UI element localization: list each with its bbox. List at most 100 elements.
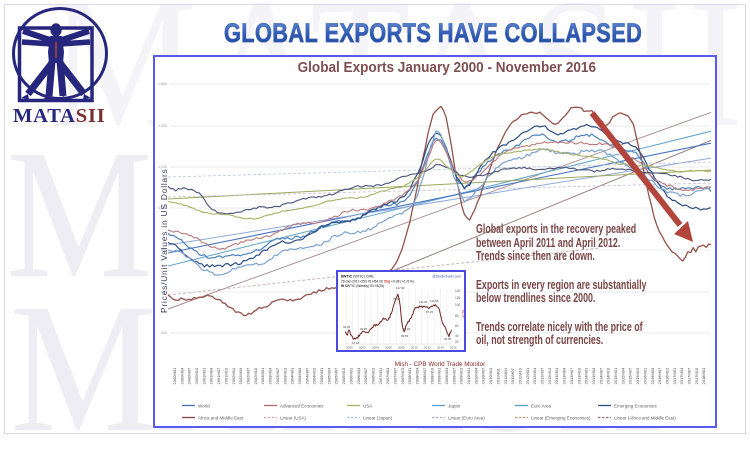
svg-text:60: 60 [455, 324, 459, 328]
svg-text:33.55: 33.55 [401, 334, 408, 338]
svg-text:2000M01: 2000M01 [172, 367, 177, 384]
svg-text:2012M07: 2012M07 [540, 367, 545, 384]
svg-text:2014M04: 2014M04 [591, 367, 596, 384]
svg-text:2000M10: 2000M10 [194, 367, 199, 384]
svg-text:2006: 2006 [385, 346, 392, 350]
svg-text:2004M10: 2004M10 [312, 367, 317, 384]
svg-text:2004M07: 2004M07 [304, 367, 309, 384]
svg-text:1,000: 1,000 [158, 206, 167, 210]
svg-text:2011M10: 2011M10 [518, 367, 523, 384]
svg-text:2010M01: 2010M01 [466, 367, 471, 384]
svg-text:100: 100 [455, 303, 461, 307]
svg-text:2015M07: 2015M07 [628, 367, 633, 384]
svg-text:2005M01: 2005M01 [319, 367, 324, 384]
svg-text:2006M04: 2006M04 [356, 367, 361, 384]
svg-text:2006M01: 2006M01 [348, 367, 353, 384]
svg-text:Emerging Economies: Emerging Economies [614, 403, 658, 408]
svg-text:2013M01: 2013M01 [554, 367, 559, 384]
svg-text:2000M04: 2000M04 [179, 367, 184, 384]
svg-text:110.55: 110.55 [430, 299, 439, 303]
svg-text:2010M07: 2010M07 [481, 367, 486, 384]
svg-text:2004: 2004 [372, 346, 379, 350]
svg-text:Linear (Euro Area): Linear (Euro Area) [448, 415, 485, 420]
svg-text:2003M01: 2003M01 [260, 367, 265, 384]
svg-text:W $WTIC (Weekly) 53.78(26): W $WTIC (Weekly) 53.78(26) [341, 284, 384, 288]
svg-text:2005M10: 2005M10 [341, 367, 346, 384]
svg-text:120: 120 [455, 296, 461, 300]
svg-text:Japan: Japan [448, 403, 461, 408]
svg-text:2005M04: 2005M04 [326, 367, 331, 384]
svg-text:2017M10: 2017M10 [694, 367, 699, 384]
svg-text:2017M04: 2017M04 [679, 367, 684, 384]
svg-text:Africa and Middle East: Africa and Middle East [198, 415, 244, 420]
svg-text:2015M01: 2015M01 [613, 367, 618, 384]
svg-text:2008M04: 2008M04 [415, 367, 420, 384]
svg-text:2009M07: 2009M07 [451, 367, 456, 384]
svg-text:2001M01: 2001M01 [201, 367, 206, 384]
svg-text:2003M04: 2003M04 [268, 367, 273, 384]
svg-text:2008: 2008 [398, 346, 405, 350]
svg-text:2012M01: 2012M01 [525, 367, 530, 384]
svg-text:2016: 2016 [450, 346, 457, 350]
svg-text:2010M10: 2010M10 [488, 367, 493, 384]
svg-text:2016M07: 2016M07 [657, 367, 662, 384]
svg-text:2008M01: 2008M01 [407, 367, 412, 384]
svg-text:Linear (USA): Linear (USA) [280, 415, 307, 420]
svg-text:2015M10: 2015M10 [635, 367, 640, 384]
svg-text:@StockCharts.com: @StockCharts.com [433, 275, 462, 279]
svg-text:2003M10: 2003M10 [282, 367, 287, 384]
svg-text:2009M10: 2009M10 [459, 367, 464, 384]
svg-text:2003M07: 2003M07 [275, 367, 280, 384]
svg-text:2013M07: 2013M07 [569, 367, 574, 384]
svg-text:2016M10: 2016M10 [665, 367, 670, 384]
svg-text:114.83: 114.83 [419, 300, 428, 304]
svg-text:40: 40 [455, 334, 459, 338]
svg-text:2013M10: 2013M10 [576, 367, 581, 384]
svg-text:2002M01: 2002M01 [231, 367, 236, 384]
svg-text:2014: 2014 [437, 346, 444, 350]
svg-text:147.90: 147.90 [396, 286, 405, 290]
svg-text:53.78: 53.78 [461, 310, 465, 318]
svg-text:Prices/Unit Values in US Dolla: Prices/Unit Values in US Dollars [159, 168, 169, 313]
svg-text:39.95: 39.95 [360, 327, 367, 331]
svg-text:2007M04: 2007M04 [385, 367, 390, 384]
svg-text:2004M01: 2004M01 [290, 367, 295, 384]
svg-text:1,600: 1,600 [158, 82, 167, 86]
svg-text:2014M07: 2014M07 [598, 367, 603, 384]
svg-text:2011M07: 2011M07 [510, 367, 515, 384]
svg-text:2015M04: 2015M04 [620, 367, 625, 384]
svg-text:2008M10: 2008M10 [429, 367, 434, 384]
svg-text:Linear (Emerging Economies): Linear (Emerging Economies) [531, 415, 591, 420]
svg-text:2002M10: 2002M10 [253, 367, 258, 384]
svg-text:2007M07: 2007M07 [393, 367, 398, 384]
svg-text:600: 600 [161, 290, 167, 294]
svg-text:2010M04: 2010M04 [473, 367, 478, 384]
svg-text:2011M01: 2011M01 [495, 367, 500, 384]
svg-text:2011M04: 2011M04 [503, 367, 508, 384]
svg-text:2013M04: 2013M04 [562, 367, 567, 384]
svg-text:20: 20 [455, 340, 459, 344]
svg-text:Linear (Japan): Linear (Japan) [363, 415, 393, 420]
svg-text:2001M07: 2001M07 [216, 367, 221, 384]
svg-text:2006M10: 2006M10 [371, 367, 376, 384]
svg-text:$WTIC (WTIC) CME: $WTIC (WTIC) CME [341, 275, 374, 279]
svg-text:2017M07: 2017M07 [687, 367, 692, 384]
svg-text:2008M07: 2008M07 [422, 367, 427, 384]
svg-text:2012M10: 2012M10 [547, 367, 552, 384]
svg-text:2012M04: 2012M04 [532, 367, 537, 384]
svg-text:32.40: 32.40 [403, 327, 410, 331]
svg-text:World: World [198, 403, 210, 408]
svg-text:USA: USA [363, 403, 372, 408]
svg-text:26.05: 26.05 [444, 337, 451, 341]
svg-text:Advanced Economies: Advanced Economies [280, 403, 324, 408]
svg-text:2012: 2012 [424, 346, 431, 350]
svg-text:2014M10: 2014M10 [606, 367, 611, 384]
svg-text:75.40: 75.40 [393, 297, 400, 301]
svg-text:2001M04: 2001M04 [209, 367, 214, 384]
svg-text:1,200: 1,200 [158, 165, 167, 169]
svg-text:2001M10: 2001M10 [223, 367, 228, 384]
svg-text:2007M01: 2007M01 [378, 367, 383, 384]
svg-text:2018M01: 2018M01 [701, 367, 706, 384]
svg-text:2009M01: 2009M01 [437, 367, 442, 384]
svg-text:2006M07: 2006M07 [363, 367, 368, 384]
